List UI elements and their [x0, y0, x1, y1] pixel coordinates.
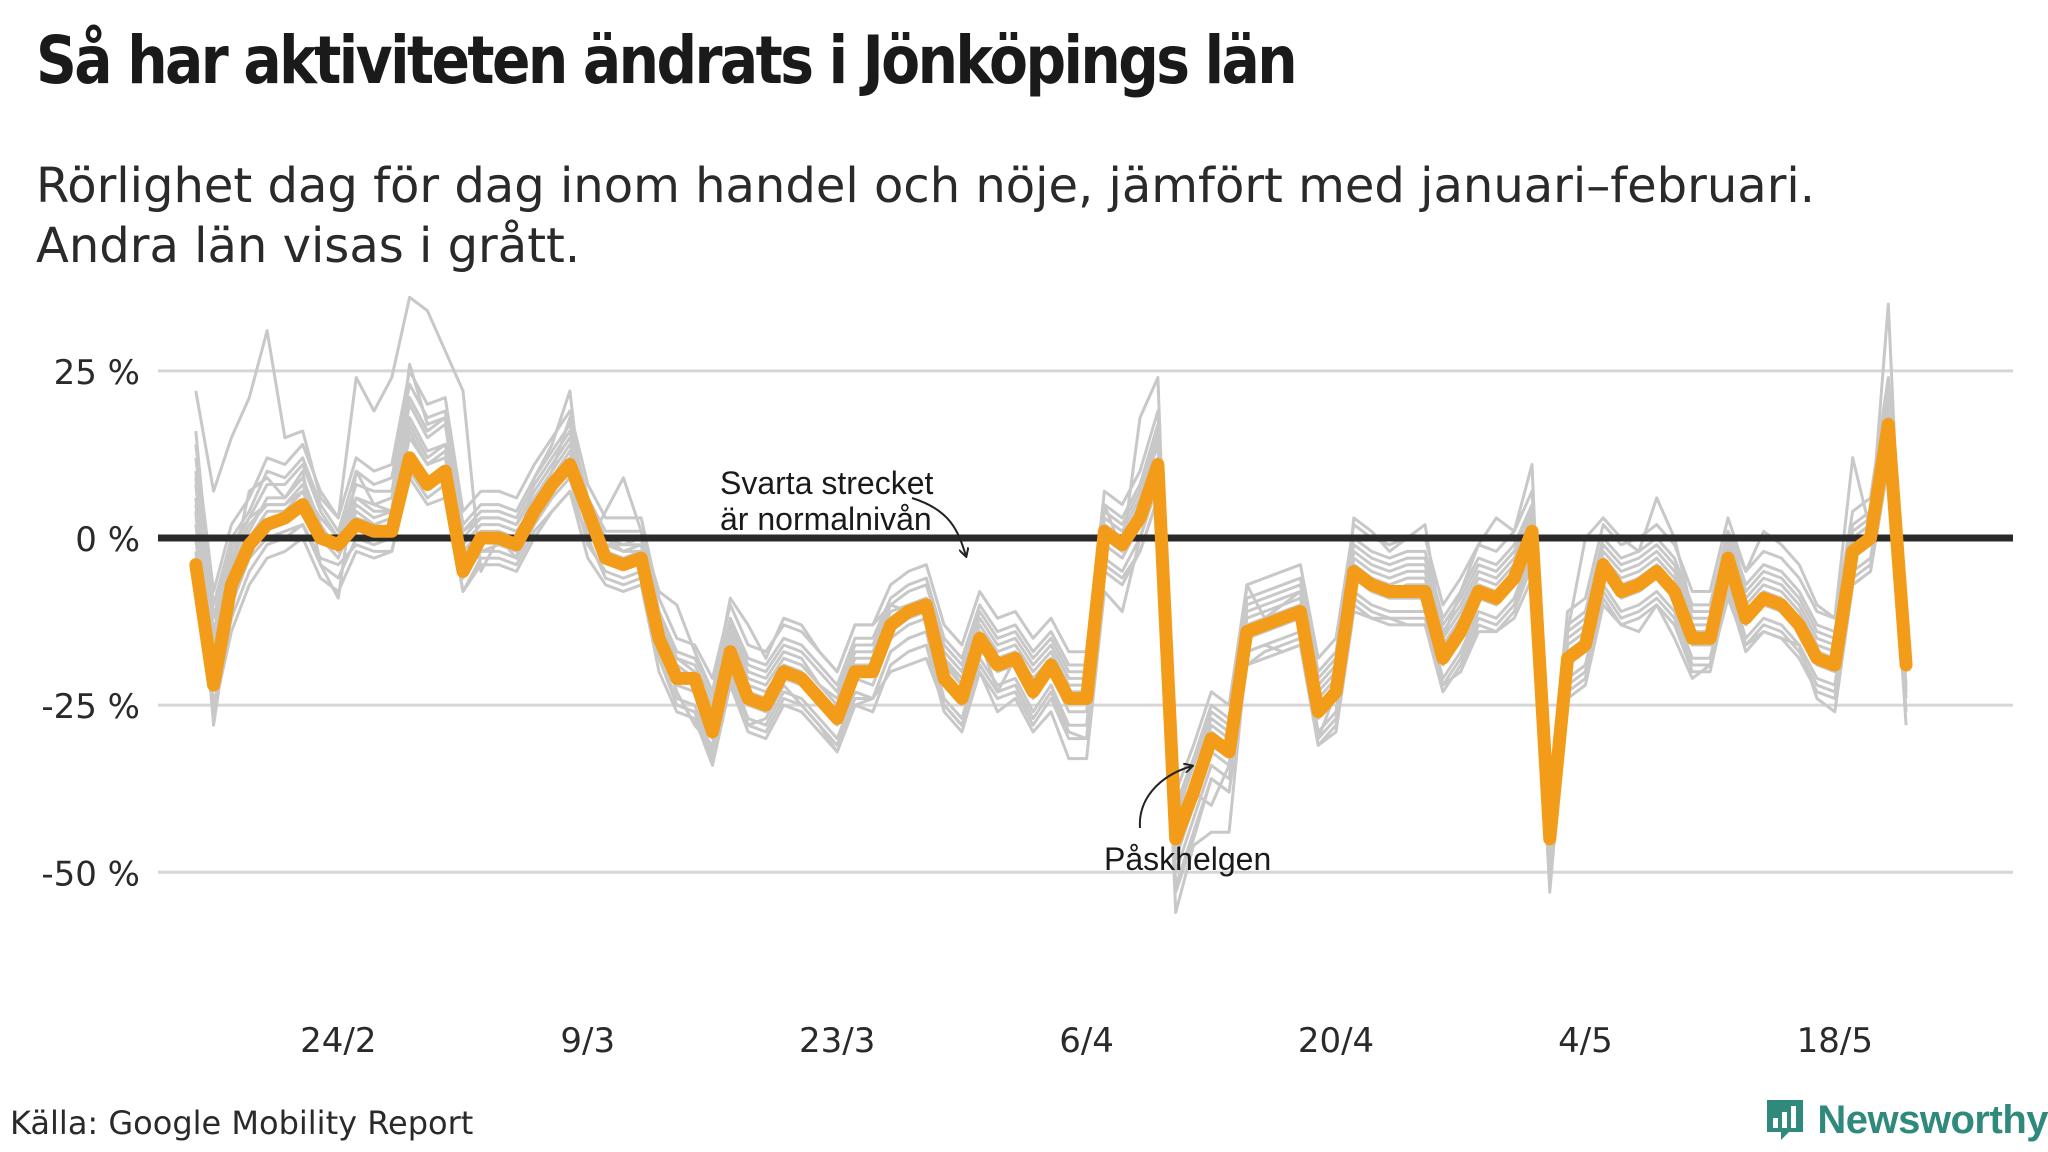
chart-title: Så har aktiviteten ändrats i Jönköpings … [36, 22, 1298, 99]
highlight-series-line [189, 417, 1913, 846]
x-tick-label: 20/4 [1298, 1021, 1374, 1061]
x-tick-label: 6/4 [1059, 1021, 1114, 1061]
annotation-baseline-line-2: är normalnivån [720, 501, 932, 537]
annotation-baseline-arrow [911, 497, 966, 556]
gridlines [158, 369, 2013, 874]
subtitle-line-1: Rörlighet dag för dag inom handel och nö… [36, 158, 1816, 214]
subtitle-line-2: Andra län visas i grått. [36, 218, 581, 274]
annotation-baseline: Svarta strecket är normalnivån [720, 465, 966, 556]
chart-subtitle: Rörlighet dag för dag inom handel och nö… [36, 156, 1996, 276]
newsworthy-logo-icon [1767, 1100, 1804, 1140]
x-tick-label: 9/3 [560, 1021, 615, 1061]
y-axis-ticks: 25 % 0 % -25 % -50 % [41, 353, 140, 894]
source-credit: Källa: Google Mobility Report [10, 1104, 474, 1142]
annotation-easter-arrow [1138, 766, 1192, 829]
x-tick-label: 18/5 [1797, 1021, 1873, 1061]
other-county-line-6 [194, 382, 1908, 807]
other-county-line-11 [194, 463, 1908, 888]
brand-logo-block[interactable]: Newsworthy [1763, 1094, 2048, 1146]
annotation-baseline-line-1: Svarta strecket [720, 465, 934, 501]
brand-name: Newsworthy [1817, 1097, 2048, 1142]
y-tick-label: -25 % [41, 687, 140, 727]
other-county-line-13 [194, 396, 1908, 814]
x-tick-label: 4/5 [1558, 1021, 1613, 1061]
y-tick-label: 0 % [75, 520, 140, 560]
x-tick-label: 23/3 [799, 1021, 875, 1061]
y-tick-label: 25 % [54, 353, 140, 393]
other-county-line-4 [194, 456, 1908, 894]
x-tick-label: 24/2 [300, 1021, 376, 1061]
line-chart: 25 % 0 % -25 % -50 % 24/2 9/3 23/3 6/4 20/4 4/5 1… [41, 295, 2013, 1061]
other-county-line-5 [194, 402, 1908, 834]
y-tick-label: -50 % [41, 854, 140, 894]
other-county-line-10 [194, 369, 1908, 794]
annotation-easter: Påskhelgen [1104, 766, 1271, 877]
x-axis-ticks: 24/2 9/3 23/3 6/4 20/4 4/5 18/5 [300, 1021, 1873, 1061]
other-counties-series [194, 295, 1908, 914]
annotation-easter-label: Påskhelgen [1104, 841, 1271, 877]
